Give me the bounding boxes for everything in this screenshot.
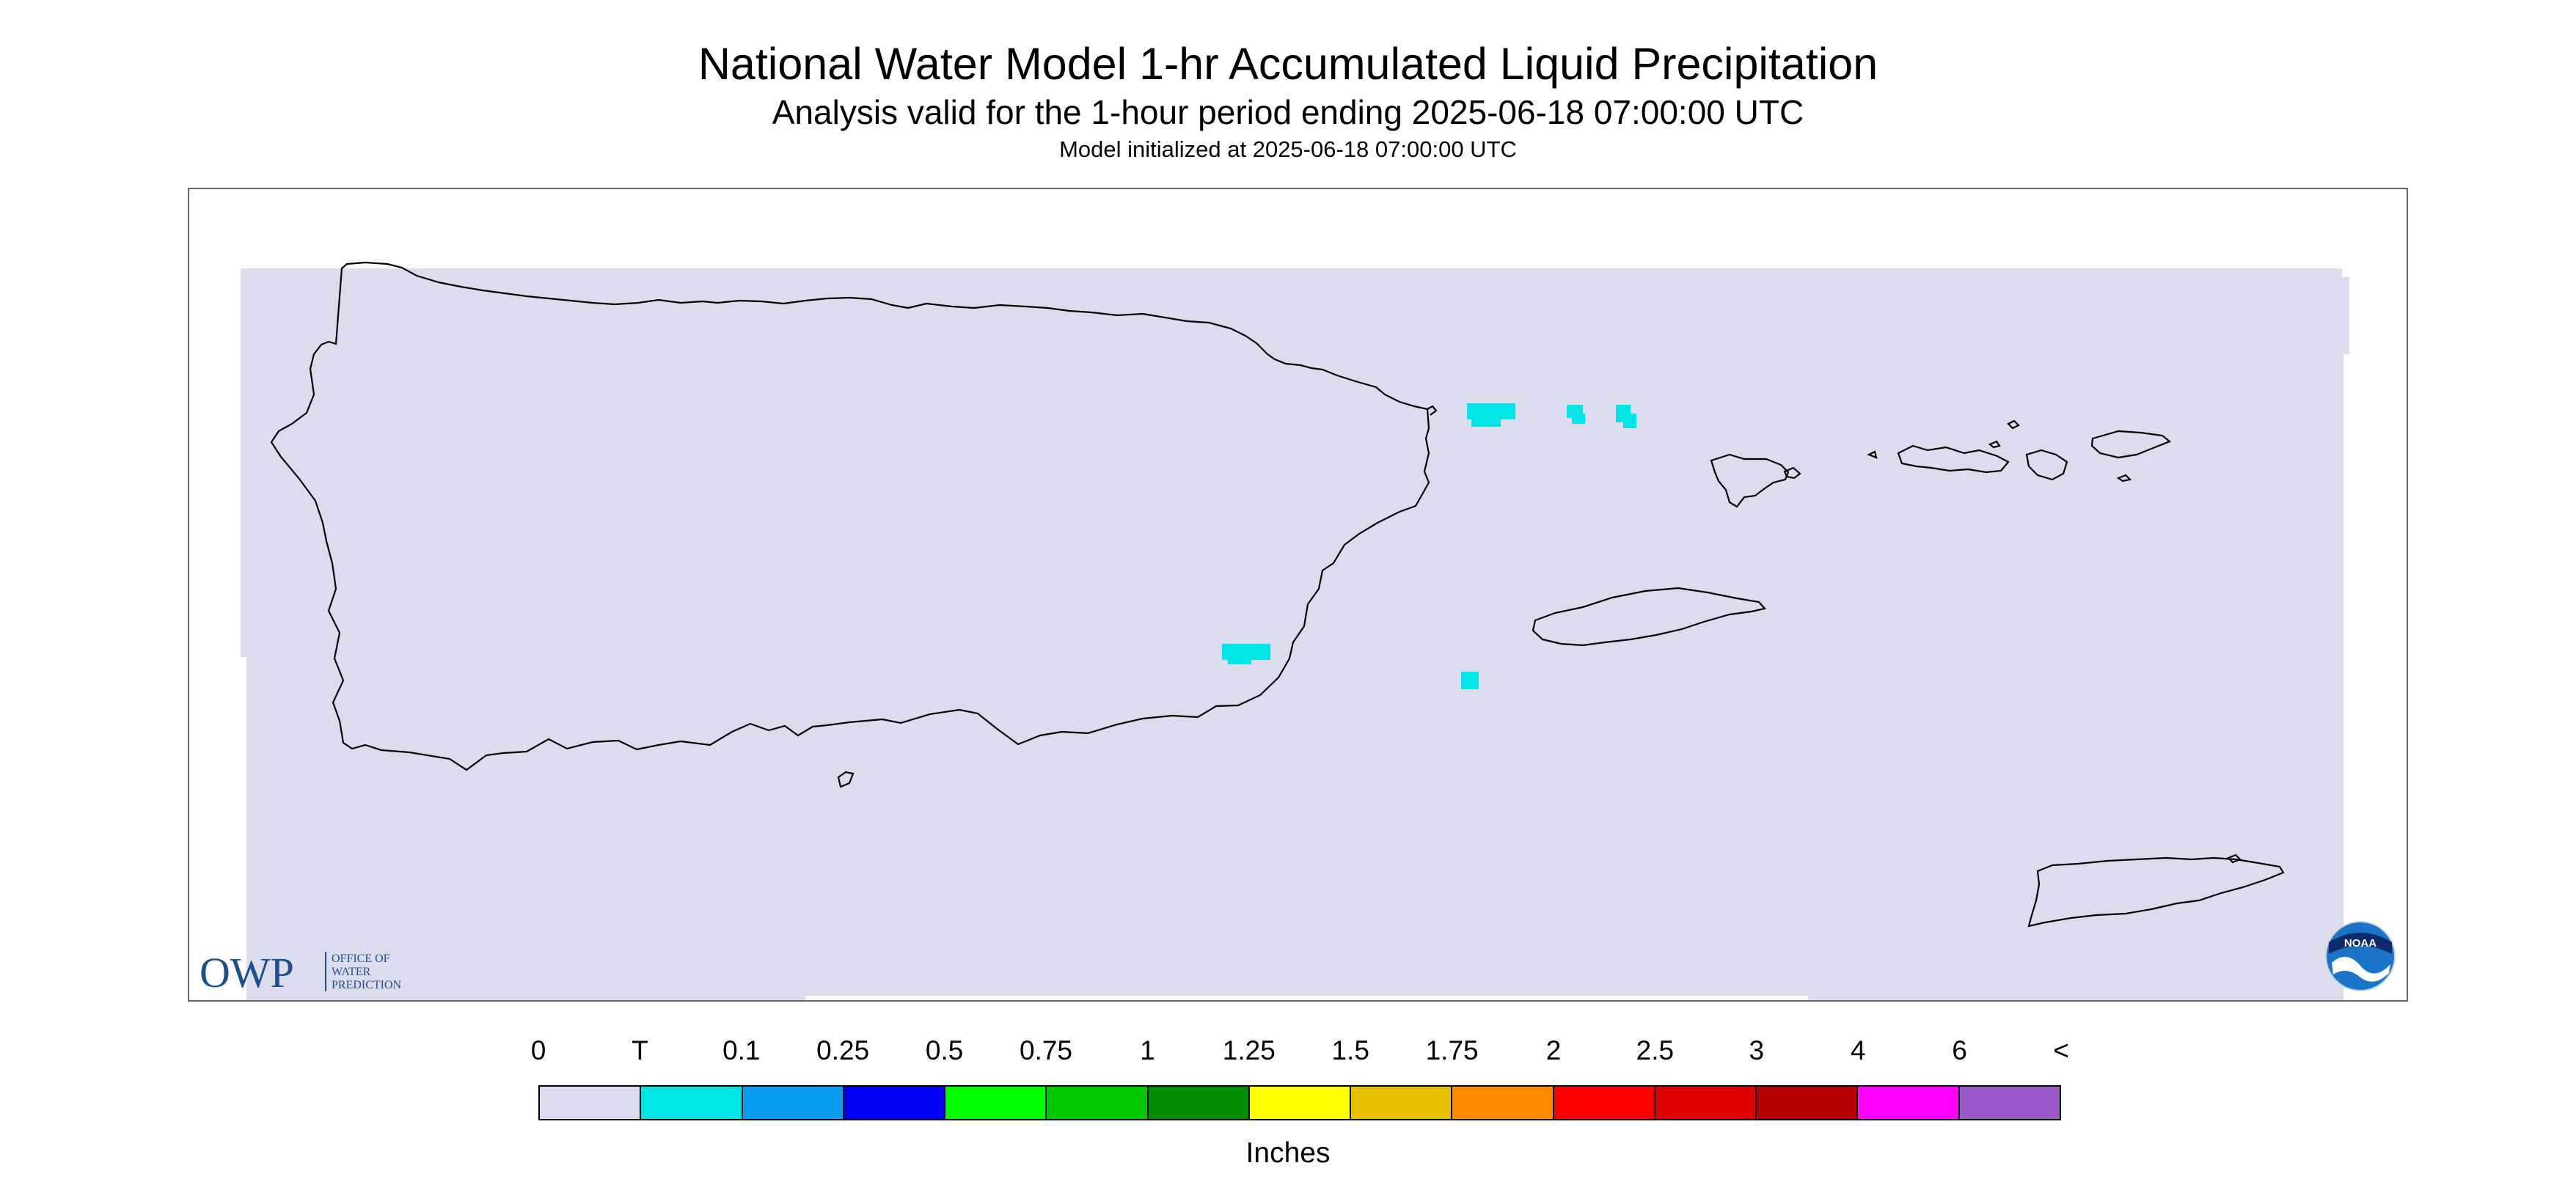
owp-letters: OWP <box>200 949 294 996</box>
precip-cell <box>1471 418 1501 427</box>
legend-label: 6 <box>1952 1035 1967 1065</box>
legend-label: 1.5 <box>1331 1035 1369 1065</box>
precip-map <box>241 261 2349 1000</box>
caja-de-muertos-coastline <box>837 771 855 788</box>
legend-label: 0.5 <box>925 1035 964 1065</box>
noaa-logo: NOAA <box>2324 920 2396 992</box>
legend-swatch <box>1452 1087 1554 1119</box>
owp-line-1: OFFICE OF <box>332 952 390 965</box>
legend-swatch <box>1858 1087 1960 1119</box>
coastlines <box>270 261 2285 928</box>
owp-line-3: PREDICTION <box>332 979 402 991</box>
small-cays <box>1867 419 2132 482</box>
legend-label: 1.25 <box>1222 1035 1276 1065</box>
precip-cell <box>1228 656 1251 664</box>
legend-labels: 0 T 0.1 0.25 0.5 0.75 1 1.25 1.5 1.75 2 2.5 3 4 6 < <box>531 1035 2069 1072</box>
legend-swatch <box>540 1087 642 1119</box>
data-coverage-area <box>241 268 2349 1000</box>
legend-swatch <box>945 1087 1047 1119</box>
colorbar <box>538 1085 2061 1120</box>
precip-cells <box>1222 403 1636 689</box>
legend-label: 0.75 <box>1019 1035 1073 1065</box>
precip-cell <box>1467 403 1515 419</box>
noaa-text: NOAA <box>2344 937 2376 950</box>
legend-label: 4 <box>1850 1035 1866 1065</box>
legend-label: 0 <box>530 1035 546 1065</box>
vieques-coastline <box>1532 587 1767 647</box>
culebra-islet <box>1783 466 1801 480</box>
legend-label: < <box>2053 1035 2069 1065</box>
st-thomas-coastline <box>1897 444 2010 474</box>
culebra-coastline <box>1710 453 1790 508</box>
owp-line-2: WATER <box>332 966 371 978</box>
legend-swatch <box>1148 1087 1250 1119</box>
legend-units: Inches <box>1245 1137 1331 1169</box>
legend-swatch <box>1351 1087 1453 1119</box>
map-title: National Water Model 1-hr Accumulated Li… <box>698 39 1878 89</box>
legend-swatch <box>742 1087 844 1119</box>
legend-label: 2.5 <box>1636 1035 1675 1065</box>
owp-logo: OWP OFFICE OF WATER PREDICTION <box>200 946 434 997</box>
precip-cell <box>1572 414 1585 424</box>
st-john-coastline <box>2025 449 2068 481</box>
model-init-line: Model initialized at 2025-06-18 07:00:00… <box>1059 136 1517 162</box>
legend-swatch <box>641 1087 743 1119</box>
legend-swatch <box>844 1087 946 1119</box>
legend-label: 1.75 <box>1425 1035 1479 1065</box>
legend-swatch <box>1249 1087 1352 1119</box>
san-juan-bay-inlet <box>1427 405 1438 416</box>
puerto-rico-coastline <box>270 261 1430 771</box>
legend-label: 0.25 <box>816 1035 870 1065</box>
legend-swatch <box>1757 1087 1859 1119</box>
legend-swatch <box>1554 1087 1655 1119</box>
map-subtitle: Analysis valid for the 1-hour period end… <box>772 93 1804 131</box>
legend-label: 1 <box>1140 1035 1155 1065</box>
legend-swatch <box>1959 1087 2060 1119</box>
legend-swatch <box>1047 1087 1149 1119</box>
precip-cell <box>1623 414 1636 428</box>
map-frame <box>188 188 2408 1002</box>
legend-label: 0.1 <box>722 1035 761 1065</box>
tortola-coastline <box>2090 430 2172 459</box>
legend-label: 2 <box>1545 1035 1562 1065</box>
st-croix-coastline <box>2027 856 2285 928</box>
st-croix-cay <box>2227 854 2242 864</box>
legend-label: T <box>632 1035 648 1065</box>
legend-label: 3 <box>1749 1035 1765 1065</box>
precip-cell <box>1461 672 1479 689</box>
legend-swatch <box>1655 1087 1757 1119</box>
